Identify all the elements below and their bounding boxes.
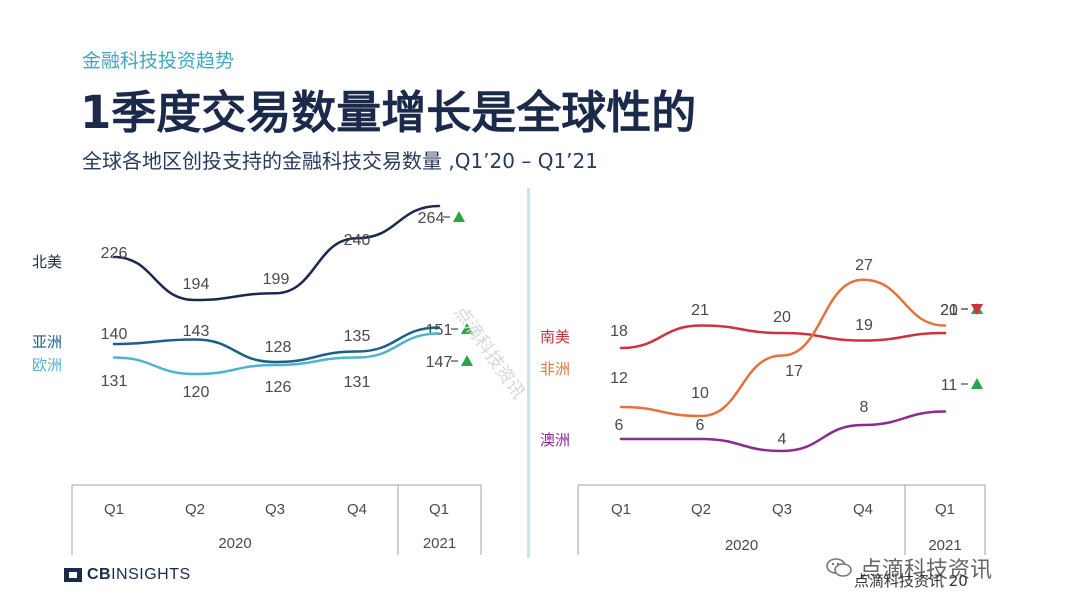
data-label: 126 [265, 379, 292, 396]
series-legend-label: 亚洲 [32, 333, 62, 351]
x-tick-label: Q2 [185, 501, 205, 518]
wechat-icon [826, 558, 852, 577]
page-title: 1季度交易数量增长是全球性的 [80, 86, 697, 139]
series-line [619, 324, 947, 350]
x-tick-label: Q3 [772, 501, 792, 518]
year-label: 2021 [928, 537, 961, 554]
x-tick-label: Q2 [691, 501, 711, 518]
data-label: 199 [263, 271, 290, 288]
watermark-bottom: 点滴科技资讯 20 [854, 572, 968, 590]
x-tick-label: Q1 [935, 501, 955, 518]
data-label: 128 [265, 339, 292, 356]
series-legend-label: 澳洲 [540, 431, 570, 449]
x-tick-label: Q3 [265, 501, 285, 518]
year-label: 2020 [725, 537, 758, 554]
year-label: 2021 [423, 535, 456, 552]
page-subtitle: 全球各地区创投支持的金融科技交易数量 ,Q1’20 – Q1’21 [82, 149, 598, 173]
data-label: 11 [941, 377, 958, 394]
chart-divider [527, 188, 530, 558]
data-label: 240 [344, 232, 371, 249]
data-label: 6 [696, 417, 705, 434]
trend-up-icon [461, 323, 473, 334]
data-label: 135 [344, 328, 371, 345]
data-label: 143 [183, 323, 210, 340]
wechat-watermark-text: 点滴科技资讯 [860, 558, 993, 583]
x-tick-label: Q1 [104, 501, 124, 518]
data-label: 20 [773, 309, 791, 326]
data-label: 21 [940, 302, 958, 319]
data-label: 18 [610, 323, 628, 340]
cbinsights-logo-icon [64, 568, 82, 582]
trend-down-icon [971, 304, 983, 315]
data-label: 264 [418, 210, 445, 227]
trend-up-icon [971, 378, 983, 389]
series-line [619, 410, 947, 453]
series-line [112, 204, 441, 302]
data-label: 194 [183, 276, 210, 293]
data-label: 120 [183, 384, 210, 401]
data-label: 27 [855, 257, 873, 274]
data-label: 10 [691, 385, 709, 402]
data-label: 19 [855, 317, 873, 334]
data-label: 20 [940, 302, 958, 319]
data-label: 4 [778, 431, 787, 448]
trend-up-icon [453, 211, 465, 222]
data-label: 6 [615, 417, 624, 434]
trend-up-icon [461, 355, 473, 366]
x-tick-label: Q4 [347, 501, 367, 518]
data-label: 8 [860, 399, 869, 416]
cbinsights-logo: CBINSIGHTS [64, 564, 191, 586]
data-label: 21 [691, 302, 709, 319]
data-label: 147 [426, 354, 453, 371]
series-line [112, 326, 441, 364]
data-label: 151 [426, 322, 453, 339]
cbinsights-logo-text: CBINSIGHTS [87, 566, 191, 583]
series-line [112, 332, 441, 376]
data-label: 131 [101, 373, 128, 390]
series-legend-label: 欧洲 [32, 356, 62, 374]
data-label: 226 [101, 245, 128, 262]
series-line [619, 278, 947, 418]
wechat-watermark: 点滴科技资讯 [826, 552, 992, 584]
section-eyebrow: 金融科技投资趋势 [82, 50, 235, 72]
data-label: 131 [344, 374, 371, 391]
data-label: 12 [610, 370, 628, 387]
x-tick-label: Q4 [853, 501, 873, 518]
data-label: 140 [101, 326, 128, 343]
x-tick-label: Q1 [611, 501, 631, 518]
series-legend-label: 北美 [32, 253, 62, 271]
data-label: 17 [785, 363, 803, 380]
series-legend-label: 非洲 [540, 360, 570, 378]
series-legend-label: 南美 [540, 328, 570, 346]
year-label: 2020 [218, 535, 251, 552]
x-tick-label: Q1 [429, 501, 449, 518]
